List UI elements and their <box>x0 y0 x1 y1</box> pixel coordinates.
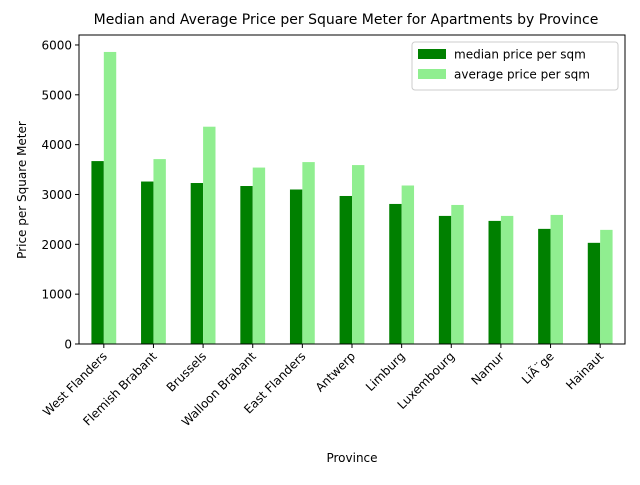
y-tick-label: 0 <box>64 338 72 352</box>
x-tick-label: Namur <box>468 349 507 388</box>
y-tick-label: 3000 <box>41 188 72 202</box>
bar-average-8 <box>500 215 514 344</box>
bar-median-6 <box>389 203 402 344</box>
y-tick-label: 4000 <box>41 138 72 152</box>
bar-median-4 <box>289 189 303 344</box>
bar-median-0 <box>91 161 104 344</box>
x-tick-label: Antwerp <box>313 349 358 394</box>
bar-median-7 <box>438 215 452 344</box>
y-axis-label: Price per Square Meter <box>15 121 29 259</box>
y-tick-label: 1000 <box>41 288 72 302</box>
chart-title: Median and Average Price per Square Mete… <box>94 12 599 28</box>
x-axis-label: Province <box>326 451 377 465</box>
bar-average-5 <box>352 165 365 344</box>
legend-box <box>411 41 619 91</box>
bar-average-0 <box>103 51 117 344</box>
axes-frame <box>78 34 626 345</box>
y-tick-label: 5000 <box>41 88 72 102</box>
bar-median-1 <box>141 181 154 344</box>
legend: median price per sqm average price per sq… <box>411 41 619 91</box>
bar-average-3 <box>252 167 266 344</box>
bar-median-5 <box>339 195 352 344</box>
bar-median-9 <box>538 228 551 344</box>
x-tick-label: LiÃ¨ge <box>518 349 556 387</box>
legend-swatch <box>418 49 446 59</box>
legend-label: average price per sqm <box>454 68 590 82</box>
x-tick-label: Hainaut <box>563 349 606 392</box>
bar-median-10 <box>587 242 601 344</box>
bar-average-7 <box>451 204 464 344</box>
bar-average-1 <box>153 159 166 344</box>
y-axis: 0 1000 2000 3000 4000 5000 6000 <box>41 38 79 352</box>
bar-average-9 <box>550 214 563 344</box>
bar-average-4 <box>302 162 315 344</box>
y-tick-label: 6000 <box>41 38 72 52</box>
bar-median-3 <box>240 186 253 344</box>
x-tick-label: Brussels <box>164 349 209 394</box>
bars-layer <box>91 51 613 344</box>
legend-label: median price per sqm <box>454 48 586 62</box>
bar-average-2 <box>203 126 216 344</box>
x-tick-label: Limburg <box>363 349 408 394</box>
bar-median-8 <box>488 220 501 344</box>
bar-average-10 <box>600 229 613 344</box>
bar-median-2 <box>190 183 204 344</box>
legend-swatch <box>418 69 446 79</box>
y-tick-label: 2000 <box>41 238 72 252</box>
bar-average-6 <box>401 185 415 344</box>
